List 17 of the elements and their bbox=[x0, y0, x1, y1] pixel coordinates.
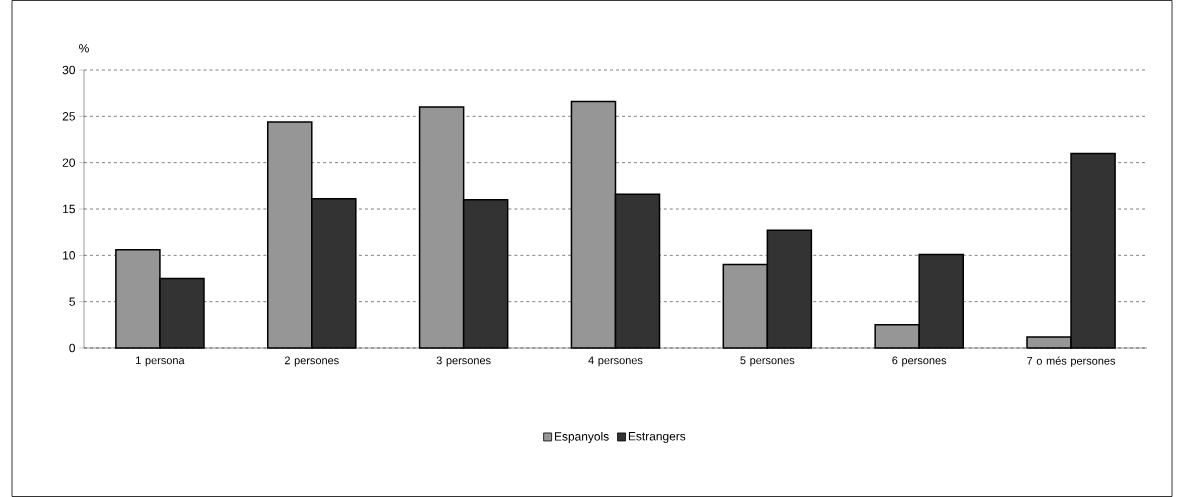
x-tick-label: 3 persones bbox=[436, 356, 491, 367]
y-axis-title: % bbox=[79, 44, 89, 53]
legend-label: Espanyols bbox=[555, 431, 609, 444]
x-tick-label: 6 persones bbox=[892, 356, 947, 367]
y-tick-label: 20 bbox=[62, 158, 76, 167]
x-tick-label: 4 persones bbox=[588, 356, 643, 367]
x-tick-label: 2 persones bbox=[284, 356, 339, 367]
y-tick-label: 25 bbox=[62, 112, 75, 121]
x-tick-label: 7 o més persones bbox=[1027, 356, 1116, 367]
y-tick-label: 15 bbox=[63, 204, 75, 214]
y-tick-label: 10 bbox=[63, 251, 76, 260]
y-tick-label: 5 bbox=[69, 297, 75, 306]
y-tick-label: 30 bbox=[62, 65, 76, 75]
x-tick-label: 1 persona bbox=[136, 356, 185, 367]
y-tick-label: 0 bbox=[69, 343, 76, 353]
x-tick-label: 5 persones bbox=[740, 356, 795, 367]
legend-label: Estrangers bbox=[628, 432, 686, 443]
